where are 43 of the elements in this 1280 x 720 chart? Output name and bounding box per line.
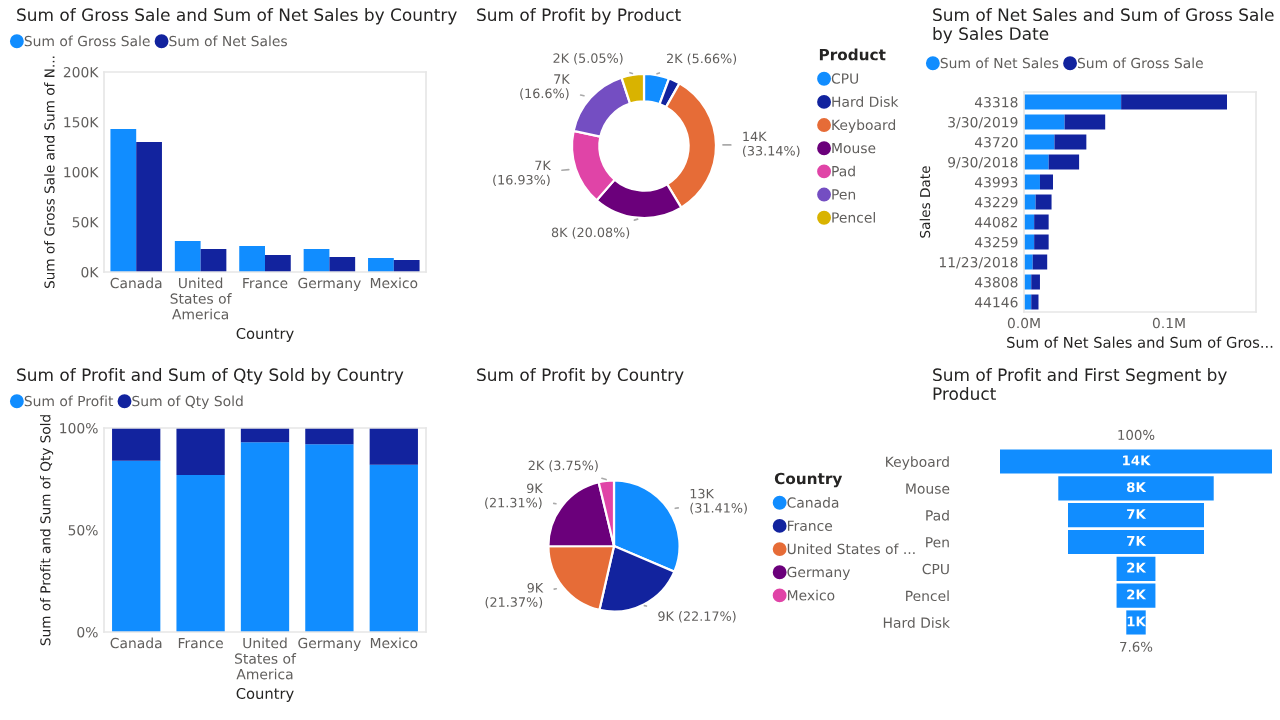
bar bbox=[176, 428, 225, 475]
bar bbox=[1024, 94, 1122, 110]
bar bbox=[1024, 174, 1040, 190]
bar bbox=[368, 258, 394, 272]
chart-title: Sum of Profit by Product bbox=[477, 8, 681, 25]
bar bbox=[1054, 134, 1087, 150]
bar bbox=[240, 442, 290, 632]
bar bbox=[1032, 254, 1048, 270]
bar bbox=[112, 460, 161, 632]
bar bbox=[176, 474, 225, 632]
bar bbox=[1031, 274, 1040, 290]
bar bbox=[369, 428, 418, 465]
text: Sum of Profit and First Segment by Product bbox=[933, 368, 1227, 401]
bar bbox=[265, 255, 291, 272]
bar bbox=[1024, 114, 1065, 130]
chart-title: Sum of Gross Sale and Sum of Net Sales by Country bbox=[17, 8, 457, 25]
bar bbox=[303, 249, 330, 272]
bar bbox=[1064, 114, 1106, 130]
bar bbox=[305, 428, 354, 445]
bar bbox=[1024, 134, 1055, 150]
bar bbox=[1024, 194, 1036, 210]
bar bbox=[136, 142, 162, 272]
bar bbox=[1039, 174, 1053, 190]
bar bbox=[1034, 234, 1049, 250]
bar bbox=[1121, 94, 1227, 110]
bar bbox=[329, 257, 356, 272]
bar bbox=[1048, 154, 1080, 170]
bar bbox=[1024, 154, 1049, 170]
bar bbox=[305, 444, 354, 632]
bar bbox=[112, 428, 161, 461]
chart-title: Sum of Profit and Sum of Qty Sold by Country bbox=[17, 368, 404, 385]
bar bbox=[1035, 194, 1052, 210]
chart-title: Sum of Net Sales and Sum of Gross Sale by Sales Date bbox=[933, 8, 1274, 44]
bar bbox=[369, 464, 418, 632]
bar bbox=[1031, 294, 1039, 310]
chart-title: Sum of Profit by Country bbox=[477, 368, 684, 385]
bar bbox=[240, 428, 290, 443]
bar bbox=[110, 129, 137, 272]
bar bbox=[1034, 214, 1049, 230]
bar bbox=[174, 241, 201, 272]
bar bbox=[200, 249, 227, 272]
bar bbox=[393, 260, 420, 272]
bar bbox=[239, 246, 265, 272]
